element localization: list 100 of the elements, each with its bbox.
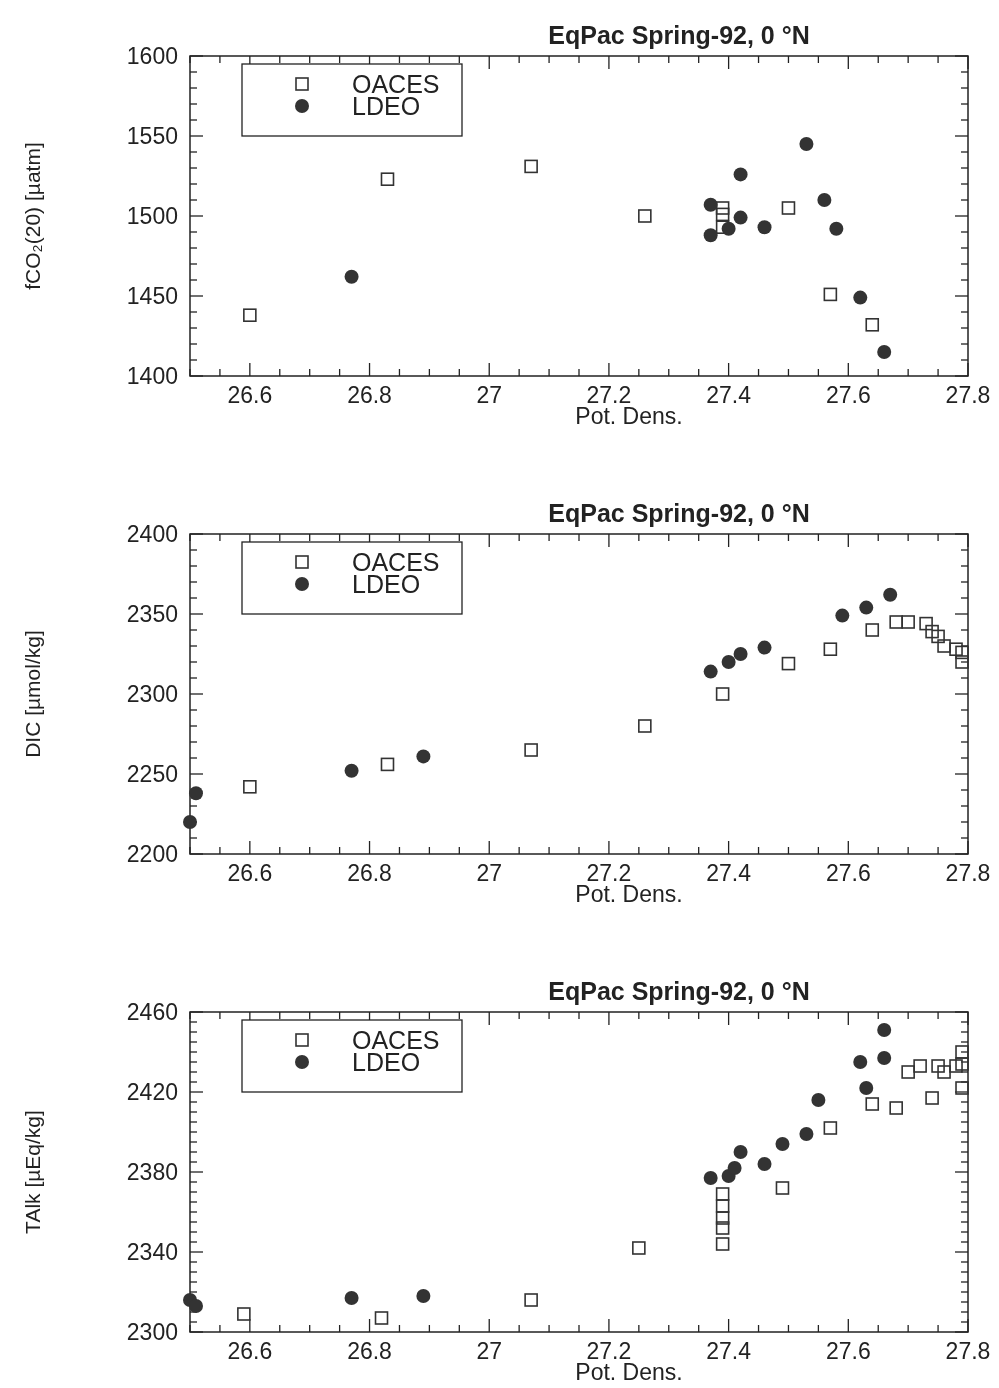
point [835, 608, 850, 623]
point [955, 1081, 969, 1095]
x-tick-label: 26.8 [347, 382, 392, 408]
point [733, 647, 748, 661]
point [865, 318, 880, 332]
point [925, 624, 939, 639]
point [775, 1181, 790, 1195]
y-tick-label: 2250 [126, 761, 178, 787]
point [524, 159, 538, 174]
point [416, 749, 431, 764]
y-tick-label: 2340 [126, 1239, 178, 1265]
point [955, 1045, 969, 1059]
x-tick-label: 27.8 [945, 1338, 991, 1364]
chart-title: EqPac Spring-92, 0 °N [548, 977, 810, 1005]
point [715, 1199, 730, 1213]
point [721, 655, 736, 669]
y-tick-label: 1600 [126, 43, 178, 69]
point [853, 1055, 868, 1069]
point [913, 1059, 927, 1073]
point [715, 201, 730, 215]
point [715, 687, 730, 701]
point [901, 1065, 915, 1079]
point [955, 655, 969, 669]
point [243, 308, 257, 322]
x-tick-label: 27.4 [706, 1338, 752, 1364]
point [715, 1211, 730, 1225]
point [757, 640, 772, 655]
point [524, 743, 538, 757]
y-tick-label: 2200 [126, 841, 178, 867]
point [823, 287, 838, 302]
point [715, 1237, 730, 1251]
point [889, 615, 903, 629]
point [733, 210, 748, 225]
y-axis-title: DIC [µmol/kg] [21, 630, 44, 758]
point [757, 220, 772, 235]
point [715, 1187, 730, 1201]
point [380, 757, 395, 772]
point [865, 623, 880, 637]
point [703, 664, 718, 679]
x-tick-label: 26.6 [227, 382, 273, 408]
point [829, 221, 844, 236]
point [775, 1137, 790, 1151]
point [638, 209, 652, 223]
point [889, 1101, 903, 1115]
x-tick-label: 26.8 [347, 1338, 392, 1364]
point [955, 645, 969, 660]
point [188, 786, 203, 801]
x-tick-label: 26.6 [227, 860, 273, 886]
point [344, 269, 359, 284]
x-tick-label: 27.6 [825, 382, 871, 408]
point [416, 1289, 431, 1303]
point [949, 642, 963, 656]
y-tick-label: 1550 [126, 123, 178, 149]
point [721, 221, 736, 236]
point [955, 1057, 969, 1071]
point [237, 1307, 251, 1321]
y-tick-label: 2460 [126, 999, 178, 1025]
y-tick-label: 2350 [126, 601, 178, 627]
y-tick-label: 2420 [126, 1079, 178, 1105]
y-tick-label: 2380 [126, 1159, 178, 1185]
point [524, 1293, 538, 1307]
point [937, 1065, 951, 1079]
chart-title: EqPac Spring-92, 0 °N [548, 499, 810, 527]
point [877, 1023, 892, 1037]
point [243, 780, 257, 794]
x-tick-label: 26.8 [347, 860, 392, 886]
point [937, 639, 951, 653]
x-tick-label: 27.8 [945, 382, 991, 408]
point [703, 228, 718, 243]
x-tick-label: 27.6 [825, 860, 871, 886]
point [703, 197, 718, 212]
y-tick-label: 1400 [126, 363, 178, 389]
point [817, 193, 832, 207]
point [919, 616, 933, 631]
y-axis-title: fCO₂(20) [µatm] [21, 142, 44, 290]
point [877, 1051, 892, 1065]
point [757, 1157, 772, 1171]
x-tick-label: 27 [476, 860, 503, 886]
chart-title: EqPac Spring-92, 0 °N [548, 21, 810, 49]
point [727, 1161, 742, 1175]
y-tick-label: 2400 [126, 521, 178, 547]
y-tick-label: 1450 [126, 283, 178, 309]
point [811, 1093, 826, 1107]
point [799, 137, 814, 151]
point [638, 719, 652, 733]
point [931, 629, 945, 644]
point [715, 207, 730, 222]
point [823, 642, 838, 656]
point [781, 656, 796, 671]
x-tick-label: 27 [476, 1338, 503, 1364]
point [925, 1091, 939, 1105]
point [344, 1291, 359, 1305]
point [883, 587, 898, 602]
point [931, 1059, 945, 1073]
point [877, 345, 892, 359]
point [380, 172, 395, 186]
point [183, 815, 197, 829]
point [703, 1171, 718, 1185]
point [733, 167, 748, 182]
point [715, 1221, 730, 1235]
